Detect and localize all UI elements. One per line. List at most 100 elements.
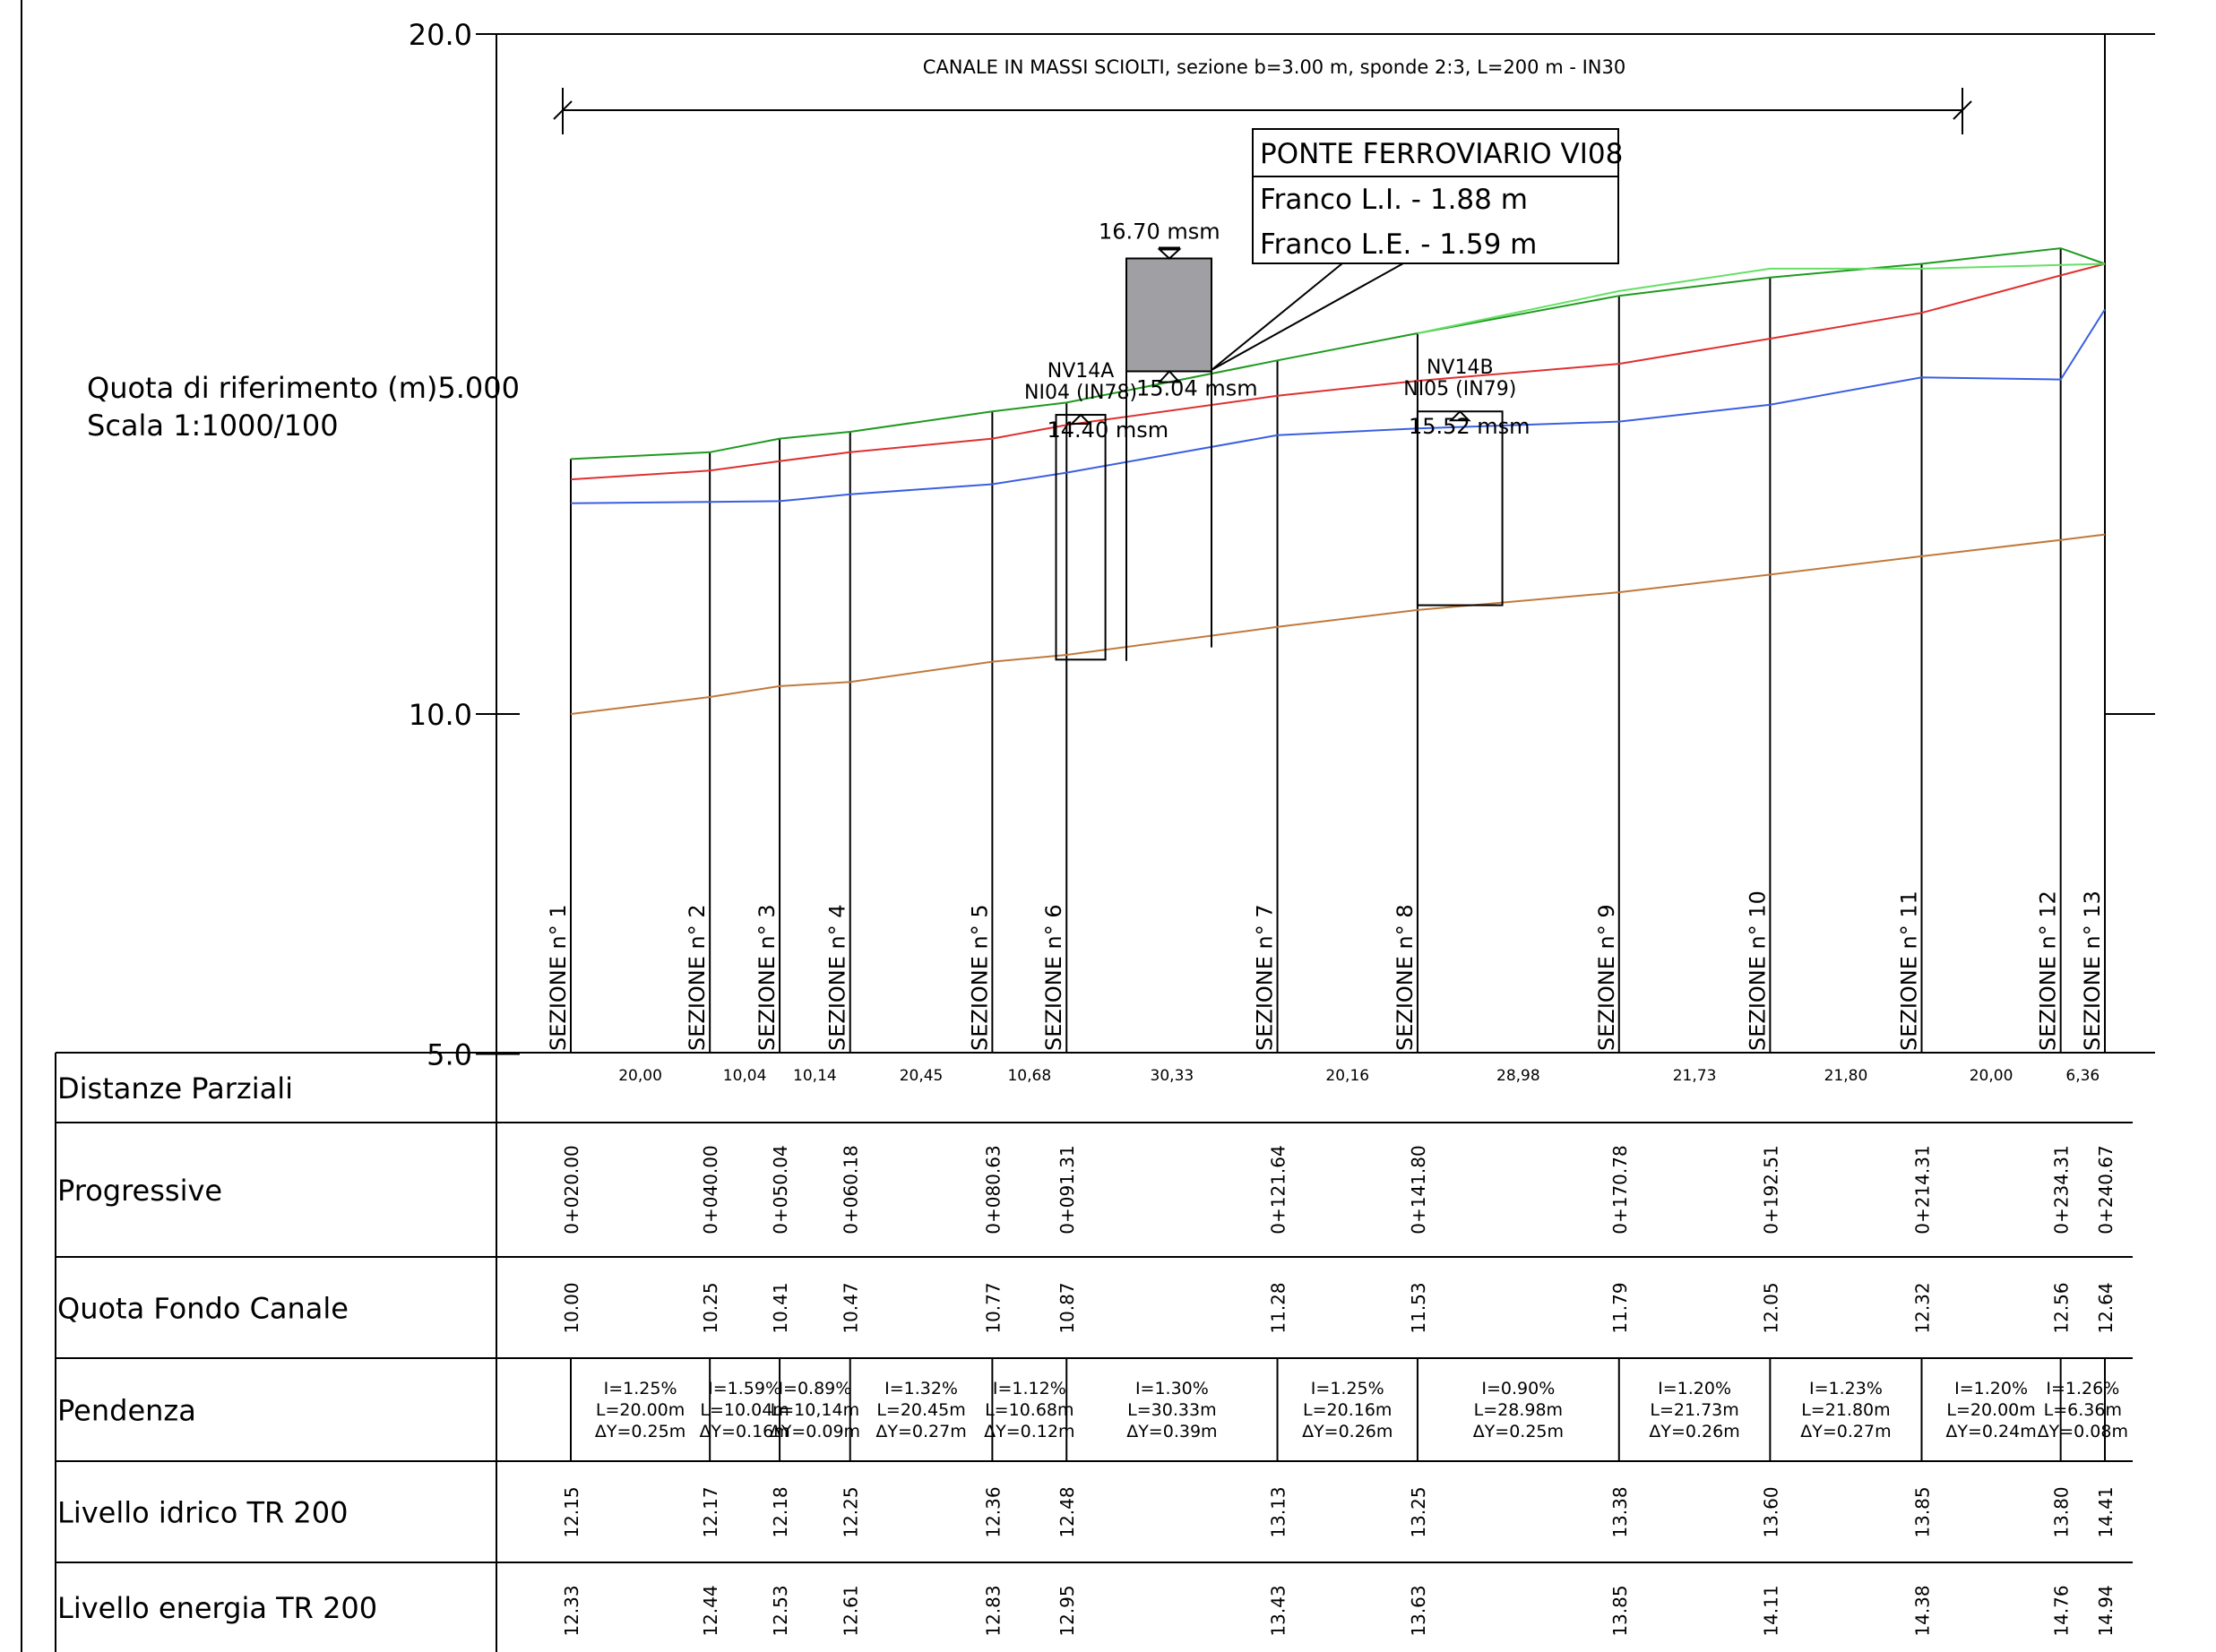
idrico-value: 13.13 (1268, 1486, 1289, 1537)
franco-li: Franco L.I. - 1.88 m (1260, 184, 1528, 216)
fondo-value: 10.41 (770, 1282, 791, 1333)
section-label: SEZIONE n° 13 (2080, 891, 2105, 1051)
progressive-value: 0+240.67 (2095, 1145, 2117, 1234)
slope-dy: ΔY=0.26m (1302, 1422, 1393, 1441)
section-label: SEZIONE n° 8 (1393, 904, 1418, 1051)
slope-i: I=1.23% (1809, 1379, 1883, 1398)
distance-value: 20,45 (900, 1067, 944, 1085)
slope-dy: ΔY=0.27m (875, 1422, 966, 1441)
distance-value: 10,04 (723, 1067, 767, 1085)
fondo-value: 10.77 (982, 1282, 1004, 1333)
slope-l: L=10.04m (700, 1400, 789, 1420)
slope-i: I=0.90% (1481, 1379, 1555, 1398)
row-label-pendenza: Pendenza (57, 1394, 196, 1428)
energia-value: 12.33 (561, 1585, 582, 1636)
slope-l: L=10,14m (771, 1400, 859, 1420)
idrico-value: 13.60 (1760, 1486, 1781, 1537)
slope-l: L=28.98m (1474, 1400, 1563, 1420)
slope-l: L=6.36m (2044, 1400, 2122, 1420)
profile-lines (570, 247, 2106, 715)
fondo-value: 12.05 (1760, 1282, 1781, 1333)
progressive-value: 0+121.64 (1268, 1145, 1289, 1234)
energia-value: 13.43 (1268, 1585, 1289, 1636)
well-1 (1055, 414, 1107, 661)
section-label: SEZIONE n° 1 (546, 904, 571, 1051)
channel-dimension-line (553, 88, 1972, 134)
slope-dy: ΔY=0.27m (1800, 1422, 1891, 1441)
section-label: SEZIONE n° 6 (1041, 904, 1066, 1051)
fondo-value: 10.87 (1056, 1282, 1078, 1333)
slope-dy: ΔY=0.24m (1945, 1422, 2036, 1441)
distance-value: 10,68 (1007, 1067, 1051, 1085)
progressive-value: 0+040.00 (700, 1145, 721, 1234)
fondo-value: 12.64 (2095, 1282, 2117, 1333)
row-label-progressive: Progressive (57, 1174, 222, 1208)
slope-l: L=21.73m (1650, 1400, 1738, 1420)
progressive-value: 0+020.00 (561, 1145, 582, 1234)
slope-dy: ΔY=0.12m (984, 1422, 1074, 1441)
slope-dy: ΔY=0.26m (1649, 1422, 1739, 1441)
fondo-value: 12.56 (2051, 1282, 2073, 1333)
scale-label: Scala 1:1000/100 (87, 409, 339, 443)
energia-value: 13.85 (1609, 1585, 1631, 1636)
fondo-value: 10.47 (841, 1282, 862, 1333)
channel-title: CANALE IN MASSI SCIOLTI, sezione b=3.00 … (923, 56, 1625, 78)
bridge-callout: PONTE FERROVIARIO VI08 Franco L.I. - 1.8… (1211, 128, 1623, 371)
y-tick-label: 10.0 (409, 698, 472, 732)
slope-dy: ΔY=0.16m (699, 1422, 789, 1441)
y-axis-ticks: 20.0 10.0 5.0 (409, 18, 520, 1072)
slope-dy: ΔY=0.39m (1126, 1422, 1217, 1441)
energia-value: 12.61 (841, 1585, 862, 1636)
slope-i: I=1.59% (708, 1379, 781, 1398)
fondo-value: 10.25 (700, 1282, 721, 1333)
energia-value: 14.38 (1911, 1585, 1933, 1636)
well-level-marker (1069, 413, 1092, 426)
distance-value: 6,36 (2065, 1067, 2100, 1085)
slope-i: I=1.25% (1311, 1379, 1384, 1398)
section-label: SEZIONE n° 2 (685, 904, 710, 1051)
section-label: SEZIONE n° 11 (1896, 891, 1921, 1051)
well-name: NV14B (1427, 357, 1494, 379)
idrico-value: 12.25 (841, 1486, 862, 1537)
distance-value: 30,33 (1151, 1067, 1194, 1085)
fondo-value: 12.32 (1911, 1282, 1933, 1333)
row-label-distanze: Distanze Parziali (57, 1071, 293, 1106)
energia-value: 14.94 (2095, 1585, 2117, 1636)
soffit-level-marker (1157, 369, 1182, 383)
slope-i: I=1.12% (993, 1379, 1066, 1398)
section-label: SEZIONE n° 5 (967, 904, 992, 1051)
distance-value: 21,80 (1824, 1067, 1868, 1085)
fondo-value: 11.28 (1268, 1282, 1289, 1333)
reference-label: Quota di riferimento (m)5.000 (87, 371, 520, 405)
energia-value: 13.63 (1408, 1585, 1429, 1636)
idrico-value: 13.80 (2051, 1486, 2073, 1537)
progressive-value: 0+080.63 (982, 1145, 1004, 1234)
bank-line-light (1417, 262, 2106, 334)
energia-value: 12.95 (1056, 1585, 1078, 1636)
energia-value: 12.53 (770, 1585, 791, 1636)
idrico-value: 12.17 (700, 1486, 721, 1537)
slope-l: L=30.33m (1127, 1400, 1216, 1420)
leader-line-2 (1211, 262, 1404, 371)
slope-l: L=20.00m (1946, 1400, 2035, 1420)
energia-value: 12.44 (700, 1585, 721, 1636)
fondo-value: 11.79 (1609, 1282, 1631, 1333)
section-label: SEZIONE n° 9 (1594, 904, 1619, 1051)
well-2 (1416, 410, 1504, 607)
section-label: SEZIONE n° 10 (1745, 891, 1770, 1051)
slope-i: I=1.32% (884, 1379, 958, 1398)
slope-i: I=1.25% (604, 1379, 677, 1398)
slope-i: I=0.89% (778, 1379, 851, 1398)
progressive-value: 0+192.51 (1760, 1145, 1781, 1234)
bank-line (570, 247, 2106, 460)
distance-value: 20,16 (1325, 1067, 1369, 1085)
idrico-value: 13.85 (1911, 1486, 1933, 1537)
slope-l: L=20.45m (876, 1400, 965, 1420)
soffit-level-label: 15.04 msm (1136, 375, 1258, 400)
energy-line (570, 262, 2106, 481)
slope-dy: ΔY=0.25m (595, 1422, 685, 1441)
progressive-value: 0+060.18 (841, 1145, 862, 1234)
distance-value: 10,14 (793, 1067, 837, 1085)
row-label-energia: Livello energia TR 200 (57, 1591, 377, 1625)
